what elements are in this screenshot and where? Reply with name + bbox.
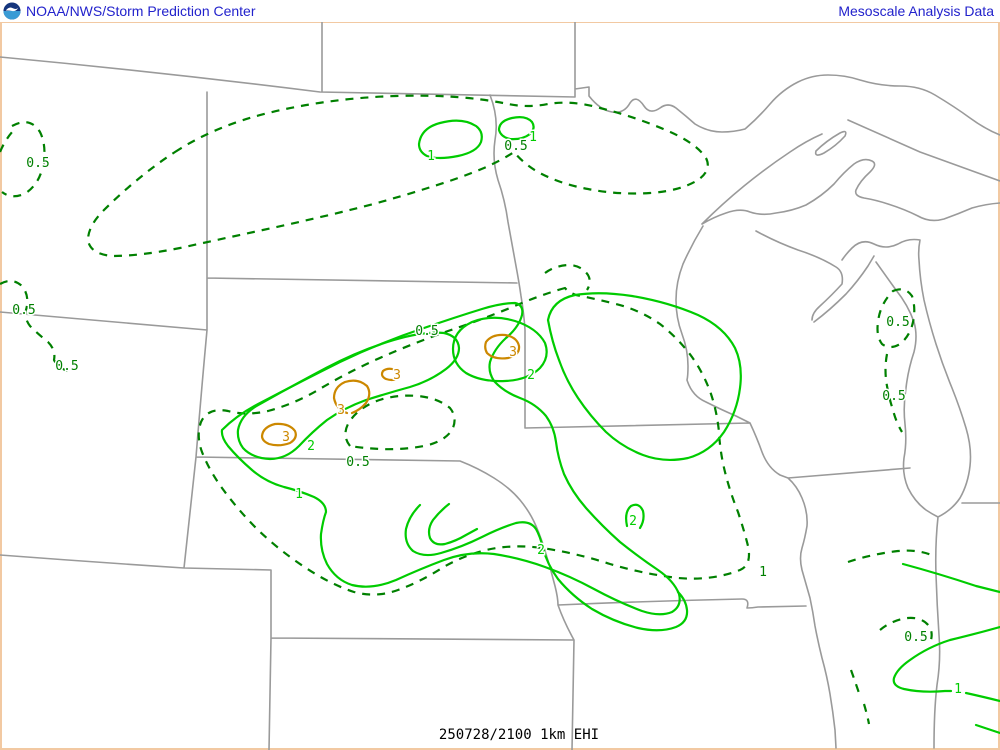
contour-value-label: 0.5 [882, 389, 905, 404]
contour-value-label: 1 [427, 149, 435, 164]
contour-value-label: 0.5 [346, 455, 369, 470]
contour-value-label: 1 [954, 682, 962, 697]
contour-orange-3 [260, 333, 521, 447]
contour-value-label: 3 [393, 368, 401, 383]
contour-value-label: 2 [527, 368, 535, 383]
contour-solid-green [220, 116, 1000, 735]
state-borders [0, 21, 1000, 750]
contour-value-label: 0.5 [12, 303, 35, 318]
contour-value-label: 3 [337, 403, 345, 418]
contour-value-label: 1 [759, 565, 767, 580]
contour-value-label: 2 [307, 439, 315, 454]
contour-dashed-05 [0, 94, 935, 725]
contour-value-label: 3 [282, 430, 290, 445]
contour-value-label: 0.5 [26, 156, 49, 171]
header-right-title: Mesoscale Analysis Data [838, 3, 994, 19]
map-frame [0, 21, 1000, 750]
contour-value-label: 1 [295, 487, 303, 502]
contour-value-label: 2 [537, 543, 545, 558]
contour-value-label: 0.5 [55, 359, 78, 374]
contour-value-label: 0.5 [415, 324, 438, 339]
map-caption: 250728/2100 1km EHI [438, 727, 600, 743]
page-header: NOAA/NWS/Storm Prediction Center Mesosca… [0, 0, 1000, 22]
contour-value-label: 1 [529, 130, 537, 145]
contour-value-label: 0.5 [904, 630, 927, 645]
contour-value-label: 0.5 [504, 139, 527, 154]
contour-value-label: 2 [629, 514, 637, 529]
contour-value-label: 3 [509, 345, 517, 360]
noaa-logo-icon [3, 2, 21, 20]
contour-value-label: 0.5 [886, 315, 909, 330]
header-title: NOAA/NWS/Storm Prediction Center [26, 3, 256, 19]
